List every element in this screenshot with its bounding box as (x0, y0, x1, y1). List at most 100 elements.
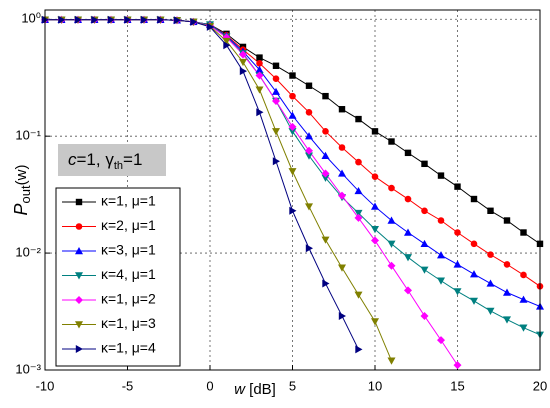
marker (454, 229, 461, 236)
annotation-part: =1 (123, 150, 142, 169)
marker (321, 236, 330, 244)
annotation-text: c=1, γth=1 (68, 150, 142, 171)
marker (272, 96, 280, 105)
marker (470, 270, 478, 278)
y-tick-label: 10⁰ (21, 11, 41, 26)
marker (354, 209, 363, 218)
legend-label: κ=4, μ=1 (101, 266, 156, 282)
y-tick-label: 10⁻³ (15, 361, 41, 376)
marker (288, 122, 297, 131)
marker (371, 202, 379, 210)
marker (173, 16, 181, 25)
y-label-part: P (11, 203, 31, 215)
marker (354, 291, 363, 299)
marker (486, 279, 495, 287)
marker (437, 217, 445, 224)
marker (437, 251, 445, 259)
marker (305, 146, 313, 155)
marker (388, 138, 395, 145)
marker (322, 279, 330, 288)
x-label-part: w (234, 381, 246, 398)
annotation: c=1, γth=1 (58, 144, 166, 176)
marker (288, 168, 297, 176)
x-tick-label: 15 (450, 378, 464, 393)
marker (404, 195, 412, 203)
legend-label: κ=1, μ=3 (101, 315, 156, 331)
plot-frame (44, 9, 541, 371)
marker (75, 345, 83, 353)
marker (272, 157, 280, 166)
marker (486, 307, 495, 315)
marker (355, 345, 363, 354)
marker (321, 151, 330, 159)
x-axis-label: w [dB] (234, 381, 276, 398)
marker (355, 158, 362, 166)
x-tick-label: 10 (368, 378, 382, 393)
marker (371, 128, 379, 135)
marker (305, 203, 313, 211)
marker (321, 174, 330, 182)
marker (387, 261, 396, 270)
legend-label: κ=2, μ=1 (101, 217, 156, 233)
marker (338, 169, 346, 177)
marker (239, 67, 247, 76)
marker (256, 60, 263, 67)
marker (371, 236, 379, 245)
marker (107, 15, 115, 24)
marker (404, 149, 412, 157)
marker (519, 295, 528, 303)
marker (305, 244, 313, 253)
marker (157, 15, 165, 24)
legend-label: κ=1, μ=4 (101, 340, 156, 356)
marker (420, 311, 429, 320)
marker (255, 71, 264, 80)
marker (404, 254, 412, 262)
marker (289, 72, 296, 79)
marker (338, 191, 346, 200)
marker (239, 58, 247, 67)
marker (140, 15, 148, 24)
marker (421, 160, 428, 168)
marker (354, 213, 363, 222)
x-tick-label: -5 (122, 378, 134, 393)
marker (519, 324, 528, 332)
marker (437, 336, 445, 345)
marker (322, 128, 329, 135)
marker (503, 288, 511, 296)
marker (206, 22, 214, 31)
marker (255, 86, 264, 94)
marker (503, 316, 511, 324)
marker (355, 115, 362, 123)
marker (520, 271, 527, 279)
marker (503, 217, 511, 224)
marker (75, 198, 83, 206)
marker (354, 186, 363, 195)
annotation-box (58, 144, 166, 176)
marker (470, 297, 478, 305)
annotation-part: =1, γ (77, 150, 115, 169)
marker (75, 247, 83, 255)
marker (75, 296, 83, 304)
marker (453, 361, 462, 370)
marker (305, 109, 313, 116)
marker (322, 92, 329, 100)
marker (453, 260, 462, 268)
marker (421, 207, 428, 215)
y-tick-label: 10⁻² (15, 245, 41, 260)
x-tick-label: 20 (533, 378, 547, 393)
marker (338, 311, 346, 320)
marker (487, 251, 494, 258)
marker (223, 41, 231, 50)
marker (487, 207, 494, 214)
marker (124, 15, 132, 24)
legend-label: κ=3, μ=1 (101, 242, 156, 258)
marker (503, 261, 511, 268)
marker (256, 54, 263, 61)
marker (75, 272, 83, 280)
marker (470, 195, 478, 203)
marker (387, 216, 396, 224)
marker (387, 240, 396, 248)
marker (239, 50, 247, 59)
legend-label: κ=1, μ=2 (101, 291, 156, 307)
marker (272, 62, 280, 69)
